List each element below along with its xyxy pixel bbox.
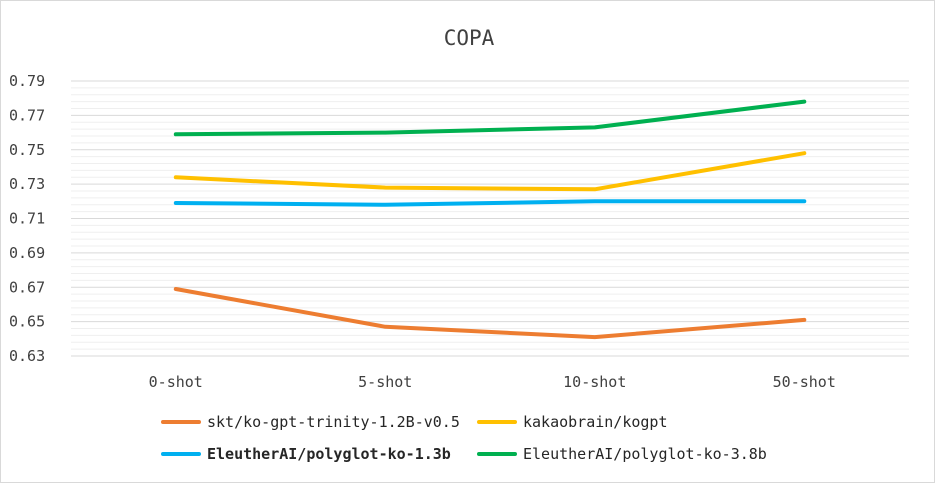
x-tick-label: 5-shot [358,373,412,391]
legend-label: EleutherAI/polyglot-ko-3.8b [523,445,767,463]
chart-title: COPA [444,26,495,50]
x-tick-label: 0-shot [149,373,203,391]
y-tick-label: 0.71 [9,210,45,228]
series-line [173,151,807,192]
y-tick-label: 0.65 [9,313,45,331]
y-tick-label: 0.73 [9,175,45,193]
series-line [173,287,807,340]
series-line [173,99,807,137]
x-tick-label: 50-shot [773,373,836,391]
y-tick-label: 0.75 [9,141,45,159]
legend: skt/ko-gpt-trinity-1.2B-v0.5 kakaobrain/k… [161,413,767,463]
series-line [173,199,807,207]
x-axis-ticks: 0-shot 5-shot 10-shot 50-shot [149,373,836,391]
y-axis-ticks: 0.79 0.77 0.75 0.73 0.71 0.69 0.67 0.65 0.63 [9,72,45,365]
legend-item: EleutherAI/polyglot-ko-1.3b [161,445,451,463]
legend-item: EleutherAI/polyglot-ko-3.8b [477,445,767,463]
y-tick-label: 0.69 [9,244,45,262]
y-tick-label: 0.67 [9,278,45,296]
legend-item: kakaobrain/kogpt [477,413,668,431]
x-tick-label: 10-shot [563,373,626,391]
y-tick-label: 0.77 [9,106,45,124]
legend-item: skt/ko-gpt-trinity-1.2B-v0.5 [161,413,460,431]
grid [71,80,909,357]
y-tick-label: 0.79 [9,72,45,90]
series-lines [173,99,807,340]
legend-label: EleutherAI/polyglot-ko-1.3b [207,445,451,463]
y-tick-label: 0.63 [9,347,45,365]
legend-label: kakaobrain/kogpt [523,413,668,431]
legend-label: skt/ko-gpt-trinity-1.2B-v0.5 [207,413,460,431]
